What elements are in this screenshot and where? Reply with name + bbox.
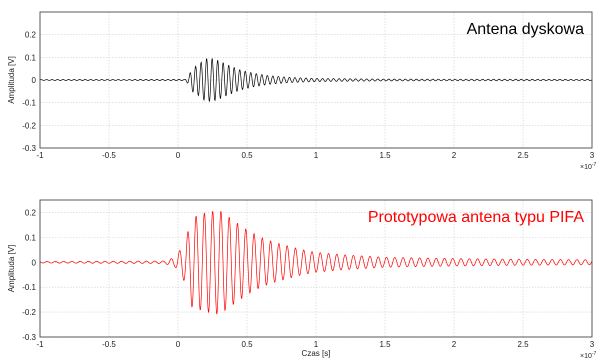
y-tick-label: -0.1 (22, 283, 36, 292)
x-tick-label: 3 (590, 151, 595, 160)
series-line (39, 57, 593, 103)
x-tick-label: 0 (176, 340, 181, 349)
chart-panel-1: -1 -0.5 0 0.5 1 1.5 2 2.5 3 -0.3 -0.2 -0.1 0 0.1 0.2 ×1… (7, 11, 597, 171)
y-tick-label: -0.2 (22, 121, 36, 130)
x-multiplier-exponent: -7 (592, 351, 597, 357)
x-tick-label: 1 (314, 340, 319, 349)
x-tick-label: 3 (590, 340, 595, 349)
x-axis-label: Czas [s] (302, 349, 331, 358)
x-tick-label: -0.5 (102, 151, 116, 160)
y-tick-label: 0.1 (25, 233, 37, 242)
x-multiplier-label: ×10-7 (580, 351, 597, 360)
y-tick-label: -0.2 (22, 308, 36, 317)
x-tick-label: 1 (314, 151, 319, 160)
x-tick-label: 0 (176, 151, 181, 160)
x-tick-label: -1 (36, 151, 44, 160)
x-tick-label: 0.5 (241, 151, 253, 160)
y-tick-label: 0.2 (25, 208, 37, 217)
x-tick-label: 1.5 (379, 151, 391, 160)
x-tick-label: 2 (452, 151, 457, 160)
y-tick-label: 0 (32, 76, 37, 85)
y-tick-label: 0.1 (25, 53, 37, 62)
y-axis-label: Amplituda [V] (7, 245, 16, 293)
x-tick-label: 2 (452, 340, 457, 349)
chart-title: Prototypowa antena typu PIFA (368, 209, 584, 226)
series-line (39, 211, 593, 315)
x-tick-label: 0.5 (241, 340, 253, 349)
y-tick-label: -0.3 (22, 333, 36, 342)
axes-frame (39, 11, 593, 149)
x-tick-label: 1.5 (379, 340, 391, 349)
y-tick-label: -0.3 (22, 144, 36, 153)
x-tick-label: -0.5 (102, 340, 116, 349)
y-tick-label: -0.1 (22, 99, 36, 108)
chart-panel-2: -1 -0.5 0 0.5 1 1.5 2 2.5 3 -0.3 -0.2 -0.1 0 0.1 0.2 ×1… (7, 199, 597, 360)
y-tick-label: 0.2 (25, 31, 37, 40)
axes-frame (39, 199, 593, 338)
x-multiplier-label: ×10-7 (580, 162, 597, 171)
y-axis-label: Amplituda [V] (7, 56, 16, 104)
x-multiplier-exponent: -7 (592, 162, 597, 168)
chart-title: Antena dyskowa (467, 21, 585, 38)
x-tick-label: 2.5 (517, 340, 529, 349)
x-tick-label: 2.5 (517, 151, 529, 160)
y-tick-label: 0 (32, 258, 37, 267)
x-tick-label: -1 (36, 340, 44, 349)
